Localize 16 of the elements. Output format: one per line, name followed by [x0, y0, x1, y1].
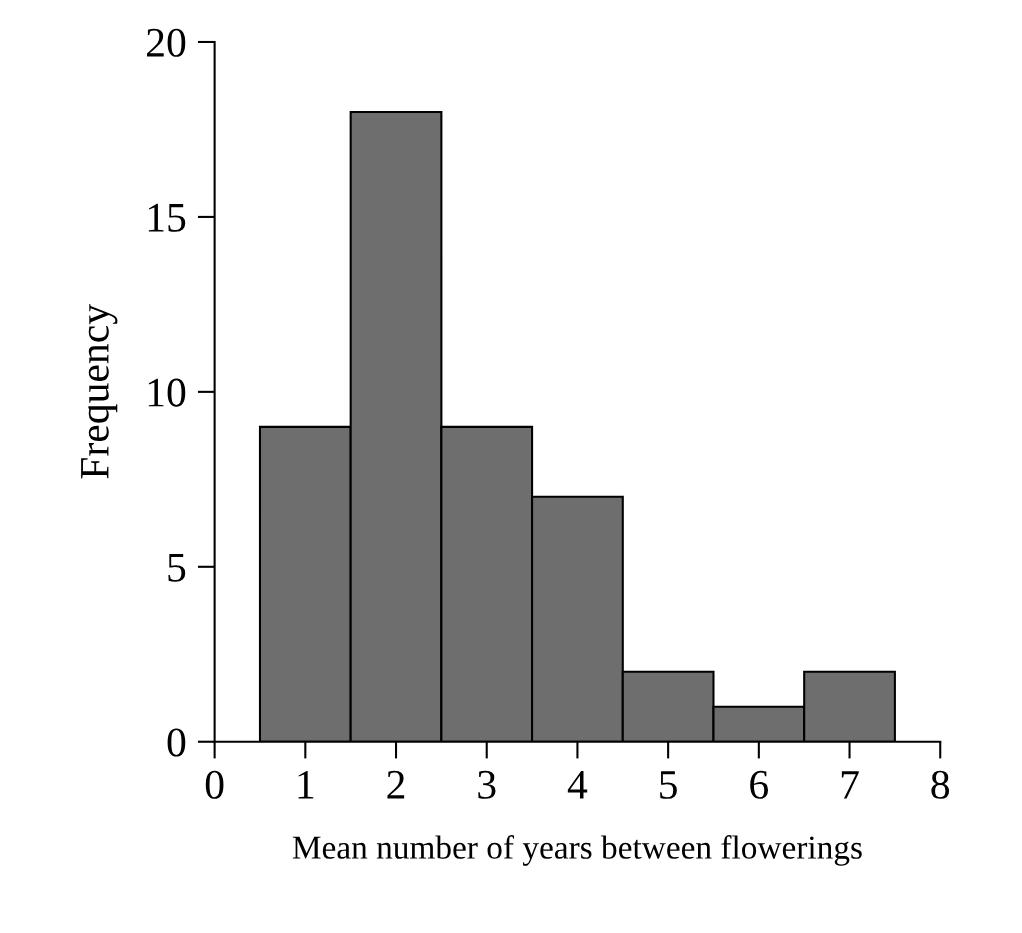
x-tick-label: 7 — [841, 771, 859, 799]
y-tick-label: 10 — [148, 378, 186, 407]
x-tick-label: 4 — [567, 771, 588, 799]
x-tick-label: 8 — [931, 770, 950, 799]
x-tick-label: 0 — [205, 770, 224, 799]
x-tick-label: 2 — [387, 770, 405, 799]
y-tick-label: 15 — [148, 203, 186, 232]
y-axis-title: Frequency — [81, 304, 118, 479]
y-tick-label: 0 — [167, 728, 186, 757]
x-tick-label: 1 — [298, 770, 314, 799]
y-tick-label: 20 — [147, 28, 186, 57]
x-tick-label: 3 — [478, 770, 496, 799]
x-tick-label: 5 — [660, 771, 677, 799]
y-tick-label: 5 — [168, 553, 186, 582]
x-tick-label: 6 — [750, 770, 769, 799]
x-axis-title: Mean number of years between flowerings — [292, 835, 862, 866]
